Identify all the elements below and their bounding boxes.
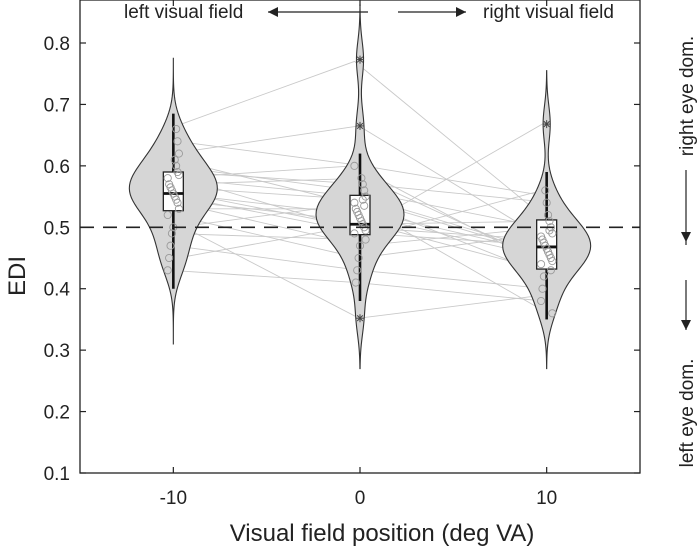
- data-point: [542, 198, 551, 207]
- data-point: [541, 186, 550, 195]
- data-point: [353, 266, 362, 275]
- data-point: [166, 241, 175, 250]
- x-tick-label: 10: [536, 488, 557, 509]
- data-point: [163, 266, 172, 275]
- outlier-marker: [542, 120, 551, 129]
- data-point: [172, 161, 181, 170]
- outlier-marker: [356, 55, 364, 64]
- up-arrow-icon: [681, 170, 691, 245]
- x-tick-label: -10: [160, 488, 187, 509]
- data-point: [537, 296, 546, 306]
- right-arrow-icon: [398, 7, 466, 17]
- y-tick-label: 0.6: [44, 157, 70, 178]
- annotation-left-eye-dom: left eye dom.: [677, 359, 698, 468]
- data-point: [350, 161, 359, 170]
- left-arrow-icon: [268, 7, 368, 17]
- data-point: [545, 217, 554, 226]
- points-layer: [163, 55, 557, 323]
- data-point: [354, 253, 363, 263]
- y-ticks: 0.1 0.2 0.3 0.4 0.5 0.6 0.7 0.8: [44, 34, 640, 485]
- y-axis-label: EDI: [4, 256, 31, 296]
- data-point: [174, 204, 183, 213]
- annotation-left-visual-field: left visual field: [124, 2, 243, 23]
- outlier-stroke: [543, 120, 550, 128]
- data-point: [548, 229, 557, 238]
- data-point: [548, 309, 557, 318]
- y-tick-label: 0.2: [44, 403, 70, 424]
- paired-line: [167, 60, 542, 216]
- data-point: [163, 174, 172, 183]
- data-point: [173, 137, 182, 146]
- outlier-marker: [356, 121, 364, 130]
- data-point: [174, 149, 183, 158]
- data-point: [358, 180, 367, 189]
- data-point: [357, 174, 366, 183]
- data-point: [360, 186, 369, 195]
- data-point: [165, 180, 174, 189]
- y-tick-label: 0.1: [44, 464, 70, 485]
- data-point: [172, 124, 181, 134]
- y-tick-label: 0.4: [44, 280, 71, 301]
- outlier-stroke: [356, 315, 364, 322]
- outlier-marker: [356, 314, 364, 323]
- data-point: [355, 241, 365, 250]
- data-point: [167, 229, 176, 238]
- y-tick-label: 0.5: [44, 218, 70, 239]
- data-point: [546, 266, 555, 275]
- x-ticks: -10 0 10: [160, 0, 557, 509]
- data-point: [351, 204, 360, 213]
- annotation-right-eye-dom: right eye dom.: [677, 36, 698, 156]
- data-point: [537, 232, 546, 241]
- x-axis-label: Visual field position (deg VA): [230, 520, 535, 547]
- data-point: [173, 167, 182, 177]
- down-arrow-icon: [681, 280, 691, 330]
- outlier-stroke: [356, 122, 364, 130]
- y-tick-label: 0.8: [44, 34, 70, 55]
- data-point: [163, 210, 172, 220]
- annotation-right-visual-field: right visual field: [483, 2, 614, 23]
- data-point: [170, 155, 179, 164]
- outlier-stroke: [356, 56, 364, 63]
- data-point: [360, 201, 369, 210]
- data-point: [361, 192, 370, 201]
- data-point: [358, 195, 367, 204]
- data-point: [537, 260, 546, 269]
- y-tick-label: 0.3: [44, 341, 70, 362]
- data-point: [350, 229, 359, 238]
- data-point: [538, 284, 547, 293]
- y-tick-label: 0.7: [44, 95, 70, 116]
- data-point: [361, 235, 370, 244]
- x-tick-label: 0: [355, 488, 366, 509]
- data-point: [165, 253, 174, 263]
- data-point: [539, 272, 548, 281]
- data-point: [351, 278, 360, 287]
- data-point: [544, 210, 553, 220]
- data-point: [350, 198, 359, 207]
